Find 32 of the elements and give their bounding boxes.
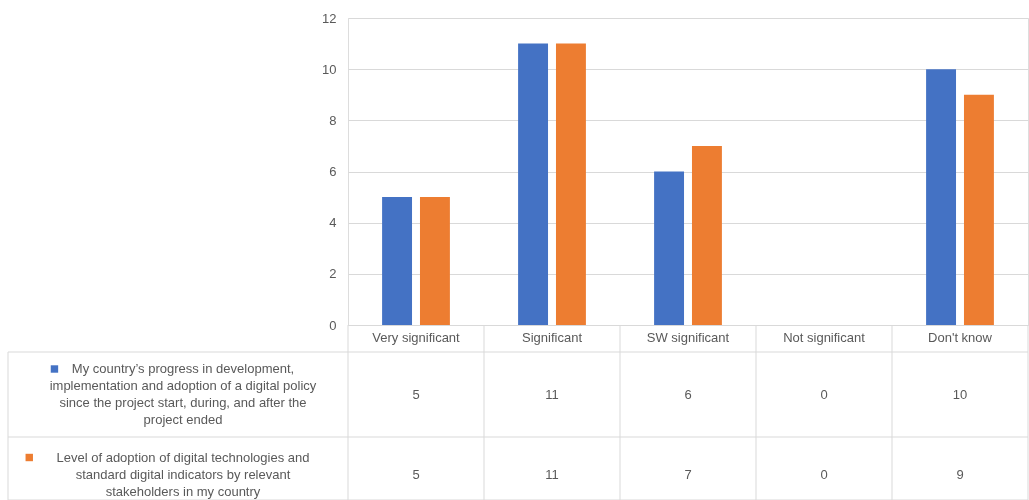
y-tick-label: 4 [329, 215, 337, 231]
bar [963, 94, 994, 325]
data-label: 10 [952, 386, 968, 402]
y-tick-label: 6 [329, 164, 337, 179]
data-label: 11 [545, 386, 559, 402]
y-tick-label: 10 [322, 61, 337, 77]
legend-label: My country’s progress in development, implementation and adoption of a digital policy since the project start, during, and after the project ended [49, 361, 317, 427]
x-tick-label: Don't know [928, 329, 993, 345]
bar [419, 197, 450, 325]
bar [926, 69, 957, 325]
x-tick-label: Not significant [783, 329, 866, 345]
data-label: 9 [956, 466, 964, 482]
data-label: 7 [684, 466, 692, 482]
data-label: 5 [412, 466, 420, 482]
bar [691, 145, 722, 325]
data-label: 11 [545, 466, 559, 482]
bar [555, 43, 586, 325]
legend-label: Level of adoption of digital technologies and standard digital indicators by relevant stakeholders in my country [56, 449, 310, 499]
data-label: 0 [820, 466, 828, 482]
y-tick-label: 12 [322, 10, 337, 26]
bar [518, 43, 549, 325]
data-label: 0 [820, 386, 828, 402]
x-tick-label: SW significant [646, 329, 730, 345]
bar [382, 197, 413, 325]
y-tick-label: 8 [329, 112, 337, 128]
x-tick-label: Significant [522, 329, 583, 345]
y-tick-label: 2 [329, 266, 337, 282]
y-tick-label: 0 [329, 317, 337, 333]
x-tick-label: Very significant [372, 329, 461, 345]
data-label: 6 [684, 386, 692, 402]
data-label: 5 [412, 386, 420, 402]
bar [654, 171, 685, 325]
